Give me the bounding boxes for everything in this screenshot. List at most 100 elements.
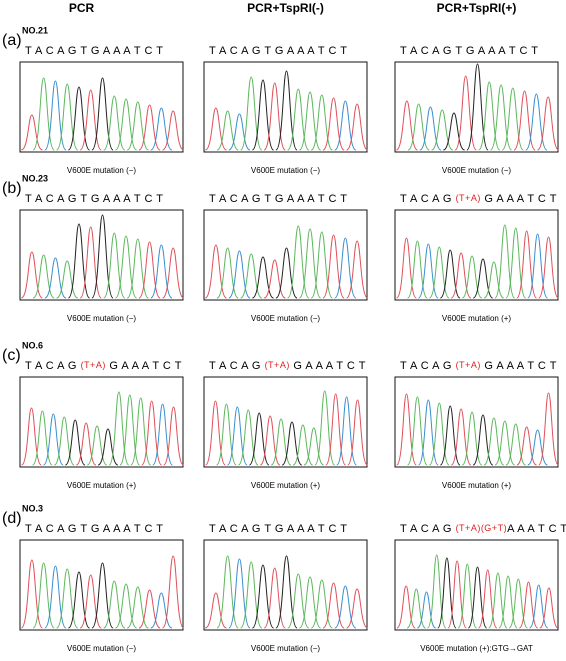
sequence-part: (T+A) — [81, 360, 106, 370]
chromatogram-peak — [162, 110, 184, 151]
chromatogram-box — [19, 61, 184, 153]
chromatogram-peak — [162, 247, 185, 299]
sequence-part: G A A A T C T — [481, 360, 557, 372]
sequence-part: A A A T C T — [507, 523, 566, 535]
sequence-part: T A C A G — [400, 193, 456, 205]
chromatogram-box — [203, 61, 368, 153]
caption: V600E mutation (−) — [251, 644, 320, 653]
caption: V600E mutation (+) — [442, 314, 511, 323]
chromatogram-box — [19, 209, 184, 301]
chromatogram-box — [203, 539, 368, 631]
chromatogram-peak — [275, 247, 298, 299]
caption: V600E mutation (+):GTG→GAT — [420, 644, 533, 653]
chromatogram-peak — [395, 100, 418, 151]
sequence-part: T A C A G T G A A A T C T — [25, 523, 163, 535]
chromatogram-box — [394, 61, 559, 153]
sequence: T A C A G T G A A A T C T — [209, 523, 347, 535]
chromatogram-box — [394, 539, 559, 631]
panel-label: (a) — [2, 32, 22, 49]
sequence-part: T A C A G T G A A A T C T — [25, 193, 163, 205]
sequence: T A C A G T G A A A T C T — [400, 45, 538, 57]
sequence-part: T A C A G T G A A A T C T — [400, 45, 538, 57]
chromatogram-peak — [91, 77, 114, 151]
chromatogram-peak — [97, 428, 119, 466]
sequence-part: G A A A T C T — [106, 360, 182, 372]
column-header: PCR+TspRI(+) — [437, 1, 517, 15]
sequence: T A C A G (T+A) G A A A T C T — [209, 360, 366, 372]
chromatogram-peak — [416, 591, 437, 629]
caption: V600E mutation (−) — [67, 314, 136, 323]
chromatogram-peak — [91, 214, 114, 299]
sequence: T A C A G T G A A A T C T — [25, 193, 163, 205]
chromatogram-peak — [275, 555, 298, 629]
chromatogram-peak — [527, 429, 548, 466]
column-header: PCR+TspRI(-) — [247, 1, 324, 15]
chromatogram-box — [203, 376, 368, 468]
sequence-part: G A A A T C T — [290, 360, 366, 372]
caption: V600E mutation (+) — [251, 481, 320, 490]
caption: V600E mutation (+) — [67, 481, 136, 490]
chromatogram-peak — [21, 114, 43, 151]
sequence-part: (T+A) — [456, 193, 481, 203]
chromatogram-box — [19, 376, 184, 468]
column-header: PCR — [69, 1, 95, 15]
sequence: T A C A G (T+A) G A A A T C T — [25, 360, 182, 372]
chromatogram-peak — [346, 103, 369, 151]
chromatogram-peak — [263, 259, 286, 299]
chromatogram-peak — [275, 70, 298, 151]
caption: V600E mutation (+) — [442, 481, 511, 490]
sequence: T A C A G T G A A A T C T — [25, 45, 163, 57]
caption: V600E mutation (−) — [67, 644, 136, 653]
sample-id: NO.21 — [22, 25, 48, 35]
sequence: T A C A G (T+A) G A A A T C T — [400, 193, 557, 205]
caption: V600E mutation (−) — [251, 314, 320, 323]
chromatogram-peak — [91, 562, 114, 629]
chromatogram-peak — [20, 251, 43, 299]
sequence: T A C A G (T+A)(G+T)A A A T C T — [400, 523, 566, 535]
chromatogram-peak — [538, 236, 559, 299]
sequence-part: T A C A G T G A A A T C T — [209, 45, 347, 57]
chromatogram-peak — [466, 63, 489, 151]
sequence-part: T A C A G — [25, 360, 81, 372]
panel-label: (c) — [2, 347, 21, 364]
caption: V600E mutation (−) — [251, 166, 320, 175]
sequence: T A C A G T G A A A T C T — [25, 523, 163, 535]
caption: V600E mutation (−) — [67, 166, 136, 175]
chromatogram-peak — [537, 96, 560, 151]
caption: V600E mutation (−) — [442, 166, 511, 175]
chromatogram-peak — [483, 261, 505, 299]
chromatogram-peak — [538, 392, 559, 466]
sequence: T A C A G (T+A) G A A A T C T — [400, 360, 557, 372]
sequence-part: T A C A G T G A A A T C T — [209, 193, 347, 205]
chromatogram-peak — [346, 240, 369, 299]
chromatogram-peak — [228, 113, 251, 151]
sequence-part: T A C A G — [400, 360, 456, 372]
sequence: T A C A G T G A A A T C T — [209, 45, 347, 57]
chromatogram-peak — [163, 406, 184, 466]
chromatogram-peak — [303, 427, 324, 466]
chromatogram-peak — [205, 592, 227, 629]
chromatogram-peak — [347, 399, 368, 466]
chromatogram-peak — [150, 592, 173, 629]
sequence-part: T A C A G — [400, 523, 456, 535]
panel-label: (d) — [2, 510, 22, 527]
chromatogram-box — [394, 376, 559, 468]
sequence-part: T A C A G T G A A A T C T — [25, 45, 163, 57]
sequence-part: (T+A) — [456, 360, 481, 370]
sample-id: NO.3 — [22, 503, 43, 513]
sequence-part: T A C A G — [209, 360, 265, 372]
chromatogram-box — [394, 209, 559, 301]
sample-id: NO.6 — [22, 340, 43, 350]
chromatogram-box — [203, 209, 368, 301]
chromatogram-peak — [443, 112, 465, 151]
sequence-part: (T+A)(G+T) — [456, 523, 508, 533]
chromatogram-peak — [162, 555, 185, 629]
sequence-part: T A C A G T G A A A T C T — [209, 523, 347, 535]
sequence: T A C A G T G A A A T C T — [209, 193, 347, 205]
panel-label: (b) — [2, 180, 22, 197]
sequence-part: (T+A) — [265, 360, 290, 370]
chromatogram-peak — [346, 588, 368, 629]
chromatogram-peak — [79, 574, 102, 629]
chromatogram-peak — [204, 244, 227, 299]
